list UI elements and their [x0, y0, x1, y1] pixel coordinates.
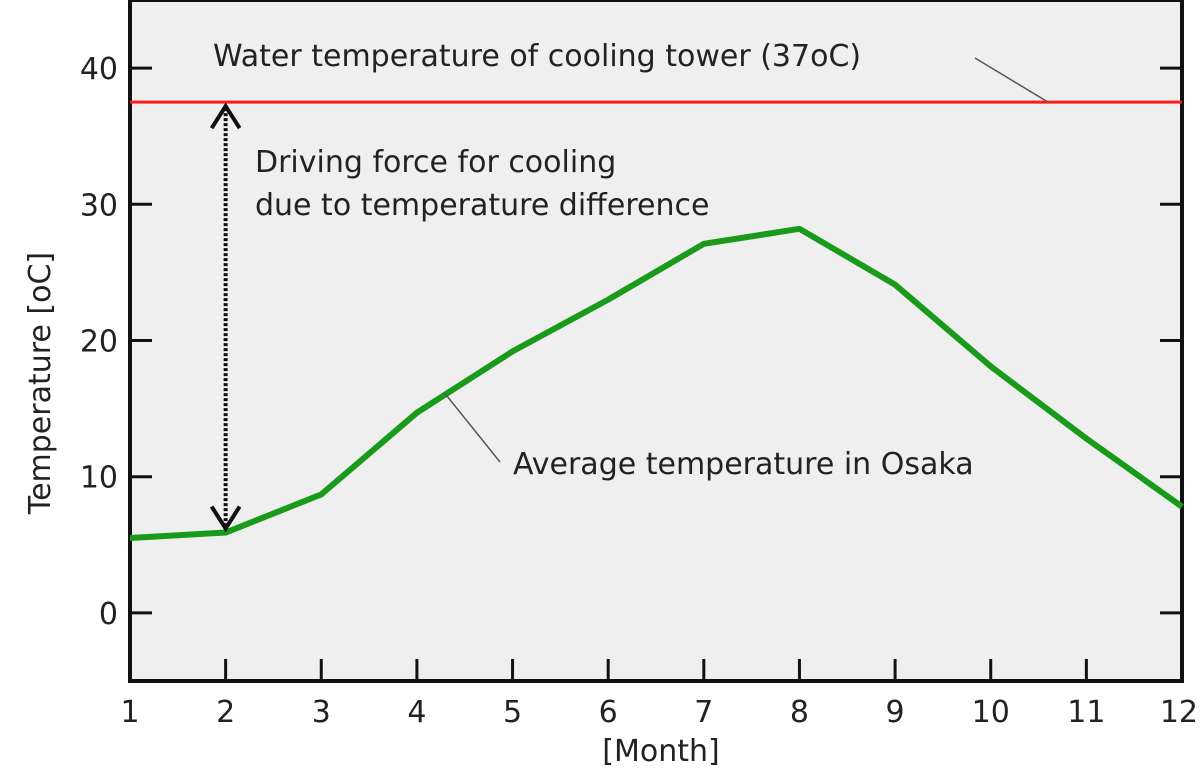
y-tick-label: 10	[80, 461, 118, 496]
arrow-head-bottom	[209, 505, 242, 533]
x-tick-label: 3	[312, 695, 331, 730]
series-layer	[129, 225, 1184, 541]
y-tick-label: 20	[80, 325, 118, 360]
reference-line-label: Water temperature of cooling tower (37oC…	[213, 39, 861, 74]
driving-force-arrow	[209, 102, 242, 533]
series-annotation-label: Average temperature in Osaka	[513, 447, 974, 482]
x-tick-label: 1	[120, 695, 139, 730]
x-tick-label: 4	[407, 695, 426, 730]
series-leader-line	[445, 393, 501, 463]
x-tick-label: 12	[1160, 695, 1198, 730]
y-axis-ticks: 0 10 20 30 40	[80, 52, 1182, 632]
x-tick-label: 11	[1067, 695, 1105, 730]
x-tick-label: 6	[599, 695, 618, 730]
series-line	[129, 225, 1184, 541]
arrow-annotation-line-1: Driving force for cooling	[255, 145, 616, 180]
x-tick-label: 2	[216, 695, 235, 730]
reference-leader-line	[974, 57, 1049, 103]
x-tick-label: 7	[694, 695, 713, 730]
x-tick-label: 9	[886, 695, 905, 730]
x-tick-label: 10	[972, 695, 1010, 730]
y-axis-title: Temperature [oC]	[23, 252, 58, 515]
x-axis-title: [Month]	[602, 734, 719, 769]
x-tick-label: 5	[503, 695, 522, 730]
x-tick-label: 8	[790, 695, 809, 730]
plot-background	[130, 0, 1182, 681]
y-tick-label: 30	[80, 188, 118, 223]
x-axis-ticks: 1 2 3 4 5 6 7 8 9 10 11 12	[120, 659, 1198, 730]
y-tick-label: 0	[99, 597, 118, 632]
y-tick-label: 40	[80, 52, 118, 87]
arrow-head-top	[209, 102, 242, 130]
arrow-annotation-line-2: due to temperature difference	[255, 188, 709, 223]
